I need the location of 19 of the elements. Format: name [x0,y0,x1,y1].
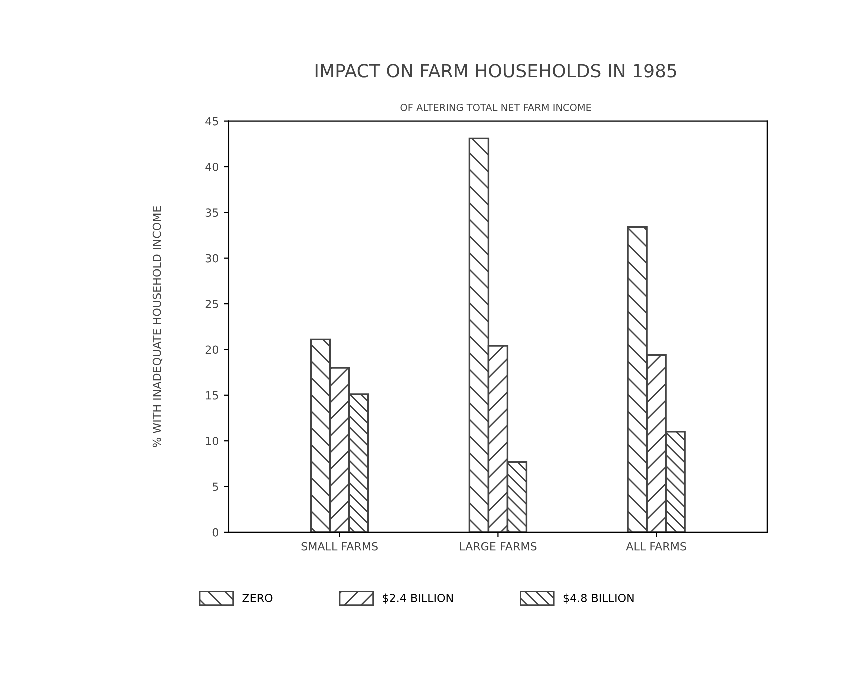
y-tick-label: 20 [206,346,218,354]
y-tick-label: 15 [206,392,218,400]
y-axis-title: % WITH INADEQUATE HOUSEHOLD INCOME [152,206,163,448]
legend-label: $2.4 BILLION [383,594,453,604]
y-tick-label: 5 [213,482,218,492]
chart-title: IMPACT ON FARM HOUSEHOLDS IN 1985 [316,64,676,78]
y-tick-label: 35 [206,208,218,218]
y-tick-label: 30 [206,254,218,263]
x-tick-label: SMALL FARMS [302,542,378,551]
y-tick-label: 25 [206,300,218,308]
y-tick-label: 40 [206,162,218,172]
x-tick-label: LARGE FARMS [460,542,537,551]
y-tick-label: 0 [212,528,218,537]
legend-label: $4.8 BILLION [564,594,634,604]
legend-label: ZERO [242,594,273,602]
x-tick-label: ALL FARMS [626,542,686,551]
y-tick-label: 10 [206,437,218,446]
chart-subtitle: OF ALTERING TOTAL NET FARM INCOME [400,104,592,112]
y-tick-label: 45 [206,117,218,126]
